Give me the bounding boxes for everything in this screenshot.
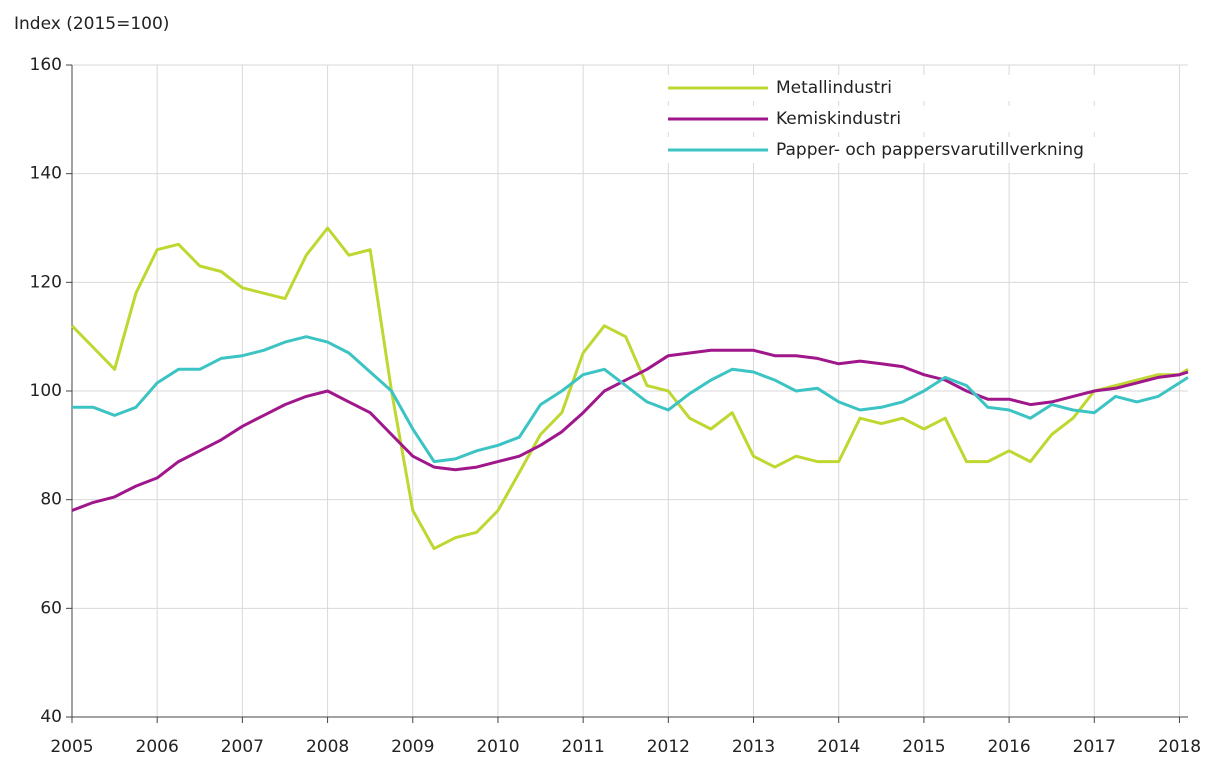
- y-tick-label: 120: [30, 272, 62, 292]
- legend-label: Kemiskindustri: [776, 109, 901, 129]
- x-tick-label: 2008: [306, 737, 349, 757]
- x-tick-label: 2012: [647, 737, 690, 757]
- y-tick-label: 160: [30, 55, 62, 75]
- series-line: [72, 335, 1189, 464]
- x-tick-label: 2017: [1073, 737, 1116, 757]
- x-tick-label: 2007: [221, 737, 264, 757]
- y-tick-label: 40: [40, 707, 62, 727]
- legend-label: Metallindustri: [776, 78, 892, 98]
- y-axis-label: Index (2015=100): [14, 14, 169, 34]
- x-tick-label: 2006: [136, 737, 179, 757]
- y-tick-label: 80: [40, 490, 62, 510]
- x-tick-label: 2014: [817, 737, 860, 757]
- y-tick-label: 140: [30, 164, 62, 184]
- x-tick-label: 2011: [562, 737, 605, 757]
- x-tick-label: 2015: [902, 737, 945, 757]
- legend-label: Papper- och pappersvarutillverkning: [776, 140, 1084, 160]
- x-tick-label: 2009: [391, 737, 434, 757]
- y-tick-label: 100: [30, 381, 62, 401]
- x-tick-label: 2018: [1158, 737, 1201, 757]
- x-tick-label: 2016: [987, 737, 1030, 757]
- x-tick-label: 2010: [476, 737, 519, 757]
- x-tick-label: 2005: [50, 737, 93, 757]
- series-line: [71, 348, 1189, 512]
- series-line: [70, 226, 1189, 551]
- y-tick-label: 60: [40, 598, 62, 618]
- x-tick-label: 2013: [732, 737, 775, 757]
